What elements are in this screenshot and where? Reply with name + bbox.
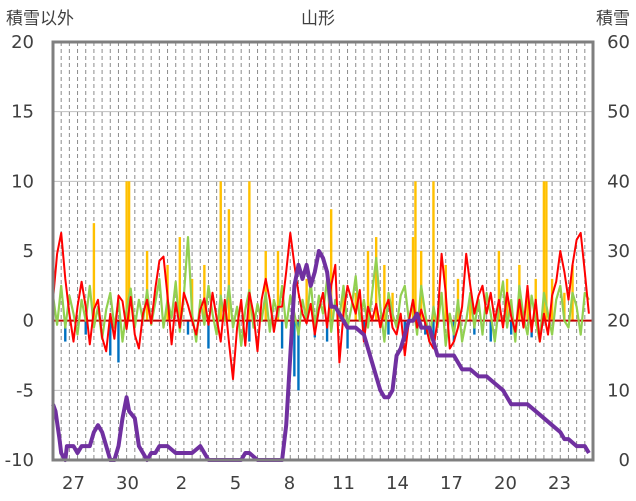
- precipitation-bar: [545, 181, 548, 321]
- left-y-tick: 15: [11, 102, 34, 123]
- precipitation-bar: [354, 292, 357, 321]
- sunshine_neg-bar: [346, 320, 349, 349]
- precipitation-bar: [227, 209, 231, 321]
- precipitation-bar: [411, 237, 415, 321]
- sunshine_neg-bar: [297, 320, 300, 391]
- precipitation-bar: [366, 251, 370, 321]
- sunshine_neg-bar: [362, 320, 366, 335]
- x-tick: 2: [176, 473, 187, 494]
- left-y-tick: 5: [23, 241, 34, 262]
- plot-frame: [51, 40, 595, 462]
- left-y-tick: -5: [16, 380, 34, 401]
- sunshine_neg-bar: [509, 320, 513, 335]
- sunshine_neg-bar: [117, 320, 120, 363]
- sunshine_neg-bar: [64, 320, 67, 342]
- temperature-line: [52, 231, 590, 381]
- precipitation-bar: [329, 209, 333, 321]
- x-tick: 17: [440, 473, 463, 494]
- left-axis-label: 積雪以外: [6, 9, 74, 29]
- gridlines: [53, 41, 593, 461]
- right-y-tick: 20: [607, 311, 630, 332]
- x-tick: 30: [116, 473, 139, 494]
- x-tick: 5: [230, 473, 241, 494]
- precipitation-bar: [219, 181, 222, 321]
- left-y-tick: 10: [11, 171, 34, 192]
- left-y-tick: 20: [11, 32, 34, 53]
- precipitation-bar: [383, 264, 386, 321]
- sunshine_neg-bar: [387, 320, 390, 335]
- chart-title: 山形: [301, 9, 335, 29]
- x-tick: 14: [386, 473, 409, 494]
- precipitation-bar: [414, 181, 417, 321]
- right-y-tick: 60: [607, 32, 630, 53]
- right-y-tick: 10: [607, 380, 630, 401]
- sunshine_neg-bar: [186, 320, 190, 335]
- precipitation-bar: [469, 292, 472, 321]
- sunshine_neg-bar: [280, 320, 284, 349]
- precipitation-bar: [276, 251, 280, 321]
- snow_depth-line: [51, 249, 591, 462]
- precipitation-bar: [374, 237, 378, 321]
- precipitation-bar: [264, 251, 267, 321]
- precipitation-bar: [127, 181, 131, 321]
- right-y-tick: 30: [607, 241, 630, 262]
- sunshine_neg-bar: [207, 320, 210, 349]
- sunshine_neg-bar: [293, 320, 296, 377]
- precipitation-bar: [305, 278, 308, 321]
- right-y-tick: 50: [607, 102, 630, 123]
- precipitation-bar: [125, 181, 128, 321]
- x-tick: 11: [332, 473, 355, 494]
- x-tick: 8: [284, 473, 295, 494]
- sunshine_neg-bar: [489, 320, 492, 342]
- precipitation-bar: [526, 292, 529, 321]
- precipitation-bar: [145, 251, 149, 321]
- precipitation-bar: [178, 237, 182, 321]
- sunshine_neg-bar: [432, 320, 435, 338]
- right-axis-label: 積雪: [596, 9, 630, 29]
- x-tick: 23: [548, 473, 571, 494]
- precipitation-bar: [497, 251, 501, 321]
- precipitation-bar: [342, 292, 345, 321]
- sunshine_neg-bar: [109, 320, 112, 356]
- precipitation-bar: [248, 181, 251, 321]
- right-y-tick: 40: [607, 171, 630, 192]
- sunshine_neg-bar: [248, 320, 251, 342]
- precipitation-bar: [563, 292, 566, 321]
- precipitation-bar: [92, 223, 96, 321]
- left-y-tick: -10: [5, 450, 34, 471]
- right-y-tick: 0: [619, 450, 630, 471]
- precipitation-bar: [203, 264, 206, 321]
- precipitation-bar: [432, 181, 435, 321]
- precipitation-bar: [542, 181, 546, 321]
- sunshine_neg-bar: [84, 320, 87, 335]
- precipitation-bar: [391, 292, 394, 321]
- x-tick: 20: [494, 473, 517, 494]
- sunshine_neg-bar: [325, 320, 329, 342]
- left-y-tick: 0: [23, 311, 34, 332]
- series-layer: [51, 181, 593, 462]
- x-tick: 27: [62, 473, 85, 494]
